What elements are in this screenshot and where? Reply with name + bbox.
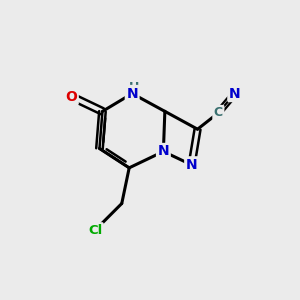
Text: H: H — [128, 81, 139, 94]
Text: N: N — [186, 158, 197, 172]
Text: C: C — [214, 106, 223, 119]
Text: Cl: Cl — [88, 224, 102, 237]
Text: N: N — [126, 86, 138, 100]
Text: N: N — [158, 145, 169, 158]
Text: O: O — [65, 89, 77, 103]
Text: N: N — [229, 86, 241, 100]
